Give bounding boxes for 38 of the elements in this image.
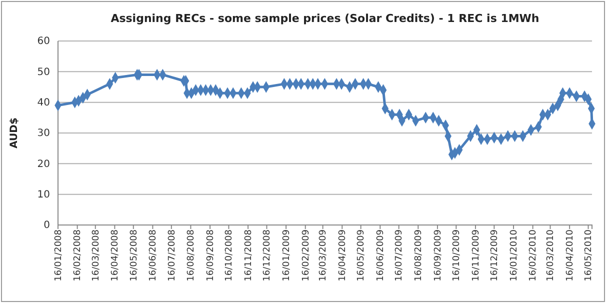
x-tick-label: 16/02/2008 <box>73 229 84 282</box>
x-tick-label: 16/03/2008 <box>91 229 102 282</box>
x-tick-label: 16/05/2008 <box>129 229 140 282</box>
x-tick-label: 16/11/2009 <box>471 229 482 282</box>
chart-title: Assigning RECs - some sample prices (Solar Credits) - 1 REC is 1MWh <box>110 12 540 25</box>
x-tick-label: 16/05/2010 <box>584 229 594 282</box>
y-tick-label: 10 <box>37 190 50 201</box>
y-tick-label: 60 <box>37 36 50 48</box>
y-tick-label: 0 <box>44 220 50 232</box>
x-tick-label: 16/08/2008 <box>186 229 197 282</box>
x-tick-label: 16/12/2009 <box>490 229 500 282</box>
y-axis-title: AUD$ <box>9 118 20 148</box>
x-tick-label: 16/05/2009 <box>356 229 367 282</box>
x-tick-label: 16/03/2009 <box>318 229 329 282</box>
x-tick-label: 16/12/2008 <box>262 229 273 282</box>
x-tick-label: 16/10/2009 <box>452 229 462 282</box>
x-tick-label: 16/11/2008 <box>244 229 254 282</box>
y-tick-label: 30 <box>37 128 50 140</box>
x-tick-label: 16/03/2010 <box>546 229 556 282</box>
x-tick-label: 16/06/2008 <box>148 229 159 282</box>
x-tick-label: 16/04/2008 <box>110 229 121 282</box>
x-tick-label: 16/04/2010 <box>565 229 576 282</box>
y-tick-label: 40 <box>37 98 50 109</box>
x-tick-label: 16/07/2009 <box>394 229 405 282</box>
x-tick-label: 16/09/2008 <box>206 229 216 282</box>
x-tick-label: 16/06/2009 <box>376 229 386 282</box>
x-tick-label: 16/09/2009 <box>433 229 444 282</box>
x-tick-label: 16/10/2008 <box>224 229 235 282</box>
x-tick-label: 16/08/2009 <box>414 229 424 282</box>
x-tick-label: 16/02/2009 <box>301 229 312 282</box>
x-tick-label: 16/02/2010 <box>528 229 539 282</box>
x-tick-label: 16/01/2009 <box>282 229 292 282</box>
x-tick-label: 16/04/2009 <box>338 229 348 282</box>
y-tick-label: 50 <box>37 66 50 78</box>
x-tick-label: 16/01/2010 <box>509 229 520 282</box>
x-tick-label: 16/07/2008 <box>167 229 178 282</box>
x-tick-label: 16/01/2008 <box>54 229 64 282</box>
y-tick-label: 20 <box>37 158 50 170</box>
